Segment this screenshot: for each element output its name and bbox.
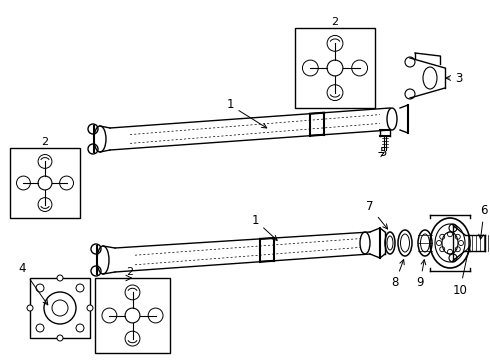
Bar	[295, 28, 375, 108]
Circle shape	[57, 335, 63, 341]
Text: 6: 6	[479, 203, 488, 239]
Text: 4: 4	[18, 261, 48, 305]
Bar	[30, 278, 90, 338]
Bar	[95, 278, 170, 353]
Circle shape	[87, 305, 93, 311]
Text: 2: 2	[126, 267, 134, 277]
Text: 2: 2	[42, 137, 49, 147]
Circle shape	[27, 305, 33, 311]
Text: 8: 8	[392, 260, 404, 289]
Text: 1: 1	[226, 99, 267, 128]
Text: 1: 1	[251, 213, 277, 240]
Text: 7: 7	[366, 201, 388, 229]
Text: 9: 9	[416, 260, 426, 289]
Text: 5: 5	[379, 147, 387, 159]
Text: 3: 3	[446, 72, 463, 85]
Circle shape	[57, 275, 63, 281]
Bar	[10, 148, 80, 218]
Text: 10: 10	[453, 247, 470, 297]
Text: 2: 2	[331, 17, 339, 27]
